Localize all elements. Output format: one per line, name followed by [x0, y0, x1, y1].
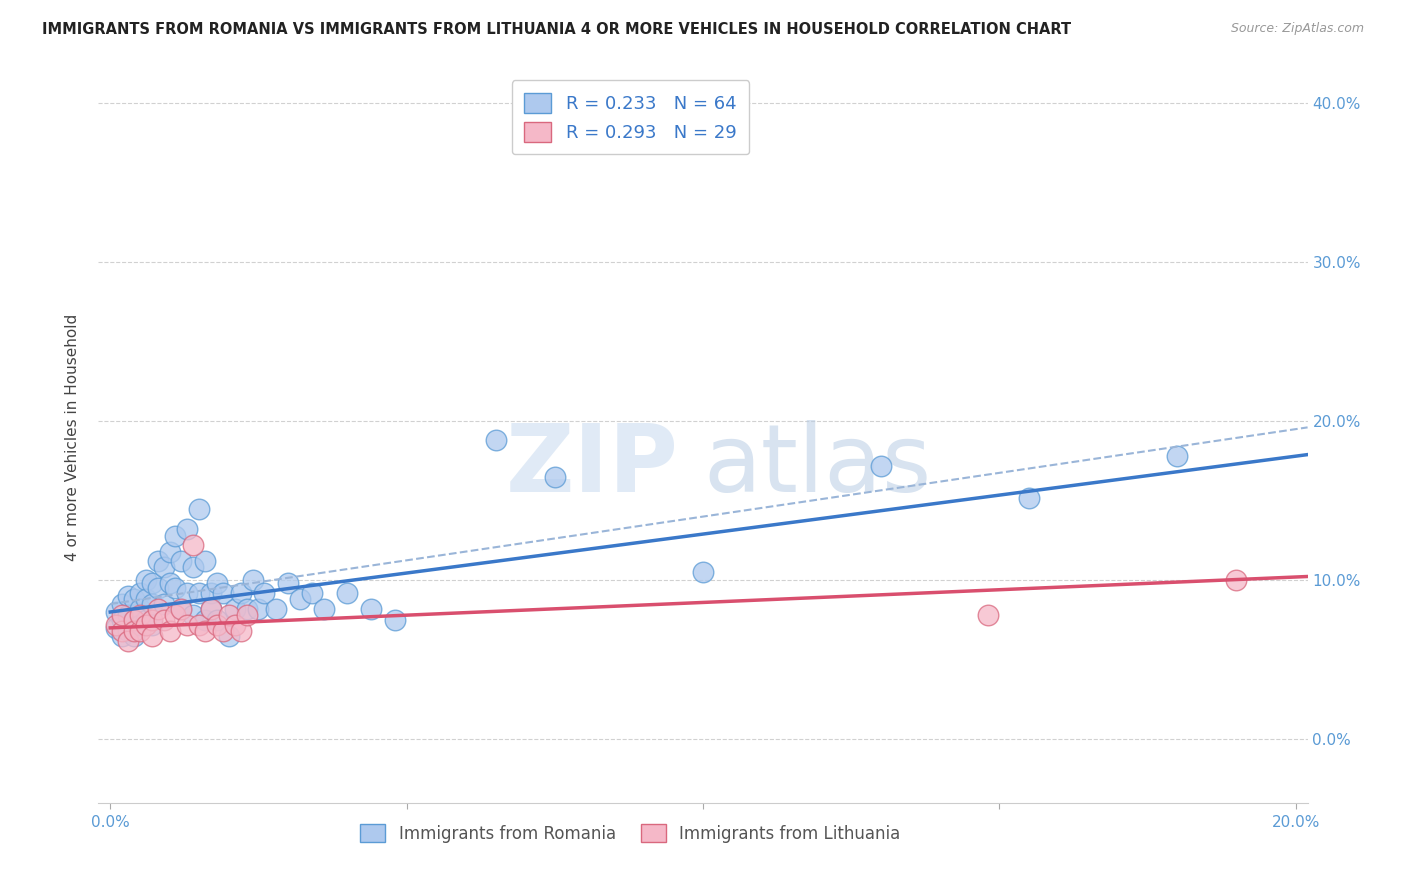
Point — [129, 624, 152, 638]
Point — [141, 617, 163, 632]
Point — [194, 554, 217, 568]
Point — [253, 586, 276, 600]
Point — [135, 613, 157, 627]
Text: atlas: atlas — [703, 420, 931, 512]
Point — [218, 629, 240, 643]
Point — [188, 501, 211, 516]
Point — [200, 602, 222, 616]
Point — [288, 592, 311, 607]
Point — [176, 522, 198, 536]
Point — [188, 586, 211, 600]
Point — [692, 566, 714, 580]
Point — [484, 434, 506, 448]
Point — [218, 608, 240, 623]
Point — [105, 617, 128, 632]
Y-axis label: 4 or more Vehicles in Household: 4 or more Vehicles in Household — [65, 313, 80, 561]
Point — [141, 629, 163, 643]
Point — [135, 617, 157, 632]
Point — [869, 458, 891, 473]
Point — [129, 608, 152, 623]
Point — [181, 538, 204, 552]
Point — [188, 617, 211, 632]
Point — [129, 617, 152, 632]
Point — [122, 613, 145, 627]
Point — [229, 586, 252, 600]
Point — [152, 597, 174, 611]
Point — [141, 597, 163, 611]
Point — [336, 586, 359, 600]
Point — [229, 624, 252, 638]
Point — [159, 624, 181, 638]
Point — [264, 602, 287, 616]
Point — [194, 624, 217, 638]
Point — [105, 605, 128, 619]
Point — [200, 586, 222, 600]
Point — [235, 602, 257, 616]
Legend: Immigrants from Romania, Immigrants from Lithuania: Immigrants from Romania, Immigrants from… — [354, 817, 907, 849]
Point — [122, 629, 145, 643]
Point — [247, 602, 270, 616]
Point — [181, 560, 204, 574]
Point — [111, 624, 134, 638]
Point — [152, 613, 174, 627]
Point — [122, 613, 145, 627]
Point — [152, 560, 174, 574]
Point — [194, 613, 217, 627]
Point — [976, 608, 998, 623]
Point — [544, 470, 567, 484]
Point — [165, 608, 187, 623]
Point — [129, 602, 152, 616]
Point — [1018, 491, 1040, 505]
Point — [176, 586, 198, 600]
Point — [105, 621, 128, 635]
Point — [200, 602, 222, 616]
Point — [242, 573, 264, 587]
Point — [205, 617, 228, 632]
Text: IMMIGRANTS FROM ROMANIA VS IMMIGRANTS FROM LITHUANIA 4 OR MORE VEHICLES IN HOUSE: IMMIGRANTS FROM ROMANIA VS IMMIGRANTS FR… — [42, 22, 1071, 37]
Point — [117, 589, 139, 603]
Point — [117, 608, 139, 623]
Point — [159, 544, 181, 558]
Point — [205, 576, 228, 591]
Point — [159, 576, 181, 591]
Point — [111, 629, 134, 643]
Point — [111, 608, 134, 623]
Point — [117, 624, 139, 638]
Point — [122, 592, 145, 607]
Point — [1166, 449, 1188, 463]
Point — [224, 602, 246, 616]
Point — [384, 613, 406, 627]
Text: Source: ZipAtlas.com: Source: ZipAtlas.com — [1230, 22, 1364, 36]
Point — [135, 592, 157, 607]
Point — [235, 608, 257, 623]
Point — [111, 597, 134, 611]
Point — [212, 624, 235, 638]
Point — [135, 573, 157, 587]
Point — [170, 602, 193, 616]
Point — [146, 554, 169, 568]
Point — [165, 581, 187, 595]
Point — [122, 624, 145, 638]
Point — [141, 613, 163, 627]
Point — [146, 602, 169, 616]
Point — [212, 586, 235, 600]
Point — [360, 602, 382, 616]
Point — [176, 617, 198, 632]
Point — [181, 608, 204, 623]
Point — [1225, 573, 1247, 587]
Point — [165, 529, 187, 543]
Point — [146, 581, 169, 595]
Point — [117, 633, 139, 648]
Point — [170, 602, 193, 616]
Point — [205, 613, 228, 627]
Point — [301, 586, 323, 600]
Point — [141, 576, 163, 591]
Point — [111, 613, 134, 627]
Point — [170, 554, 193, 568]
Point — [224, 617, 246, 632]
Point — [312, 602, 335, 616]
Point — [129, 586, 152, 600]
Text: ZIP: ZIP — [506, 420, 679, 512]
Point — [277, 576, 299, 591]
